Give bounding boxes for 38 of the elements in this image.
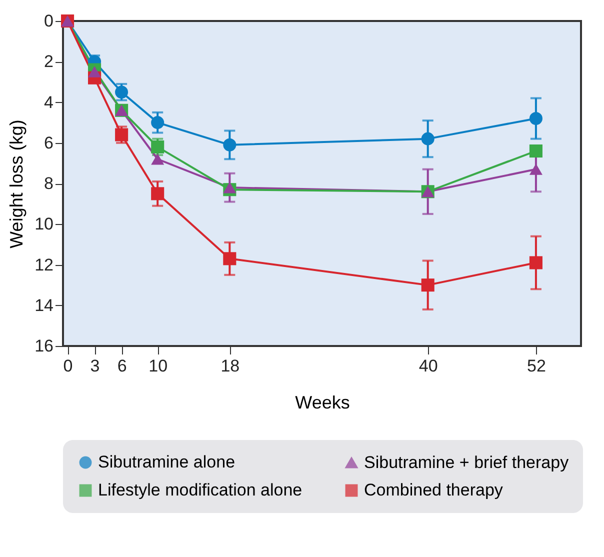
point [223, 182, 236, 194]
point [115, 86, 128, 99]
point [115, 128, 128, 142]
x-tick-label: 40 [418, 356, 438, 376]
point [421, 278, 434, 292]
point [88, 66, 102, 78]
y-tick-label: 14 [34, 296, 54, 315]
y-tick-label: 12 [34, 255, 54, 274]
point [151, 187, 164, 200]
y-tick-label: 6 [44, 133, 54, 152]
legend-label: Lifestyle modification alone [98, 480, 302, 500]
point [223, 252, 236, 266]
x-tick-label: 0 [63, 356, 73, 376]
point [529, 112, 542, 126]
point [151, 140, 164, 154]
point [529, 256, 542, 270]
y-axis-title: Weight loss (kg) [6, 120, 27, 248]
x-tick-label: 52 [526, 356, 546, 376]
y-tick-label: 4 [44, 92, 54, 112]
legend-label: Combined therapy [364, 480, 504, 500]
point [151, 116, 164, 130]
x-tick-label: 3 [90, 356, 100, 376]
y-tick-label: 2 [44, 52, 54, 72]
x-tick-label: 10 [148, 356, 168, 376]
point [421, 132, 434, 146]
legend-label: Sibutramine alone [98, 452, 236, 472]
point [529, 144, 542, 158]
y-tick-label: 16 [34, 336, 54, 356]
point [223, 138, 236, 152]
x-tick-label: 6 [117, 356, 127, 376]
y-tick-label: 8 [44, 174, 54, 193]
legend-label: Sibutramine + brief therapy [364, 452, 570, 472]
x-axis-title: Weeks [295, 392, 350, 412]
point [529, 164, 542, 175]
point [151, 153, 164, 165]
y-tick-label: 0 [44, 12, 54, 30]
y-tick-label: 10 [34, 214, 54, 234]
x-tick-label: 18 [220, 356, 240, 376]
